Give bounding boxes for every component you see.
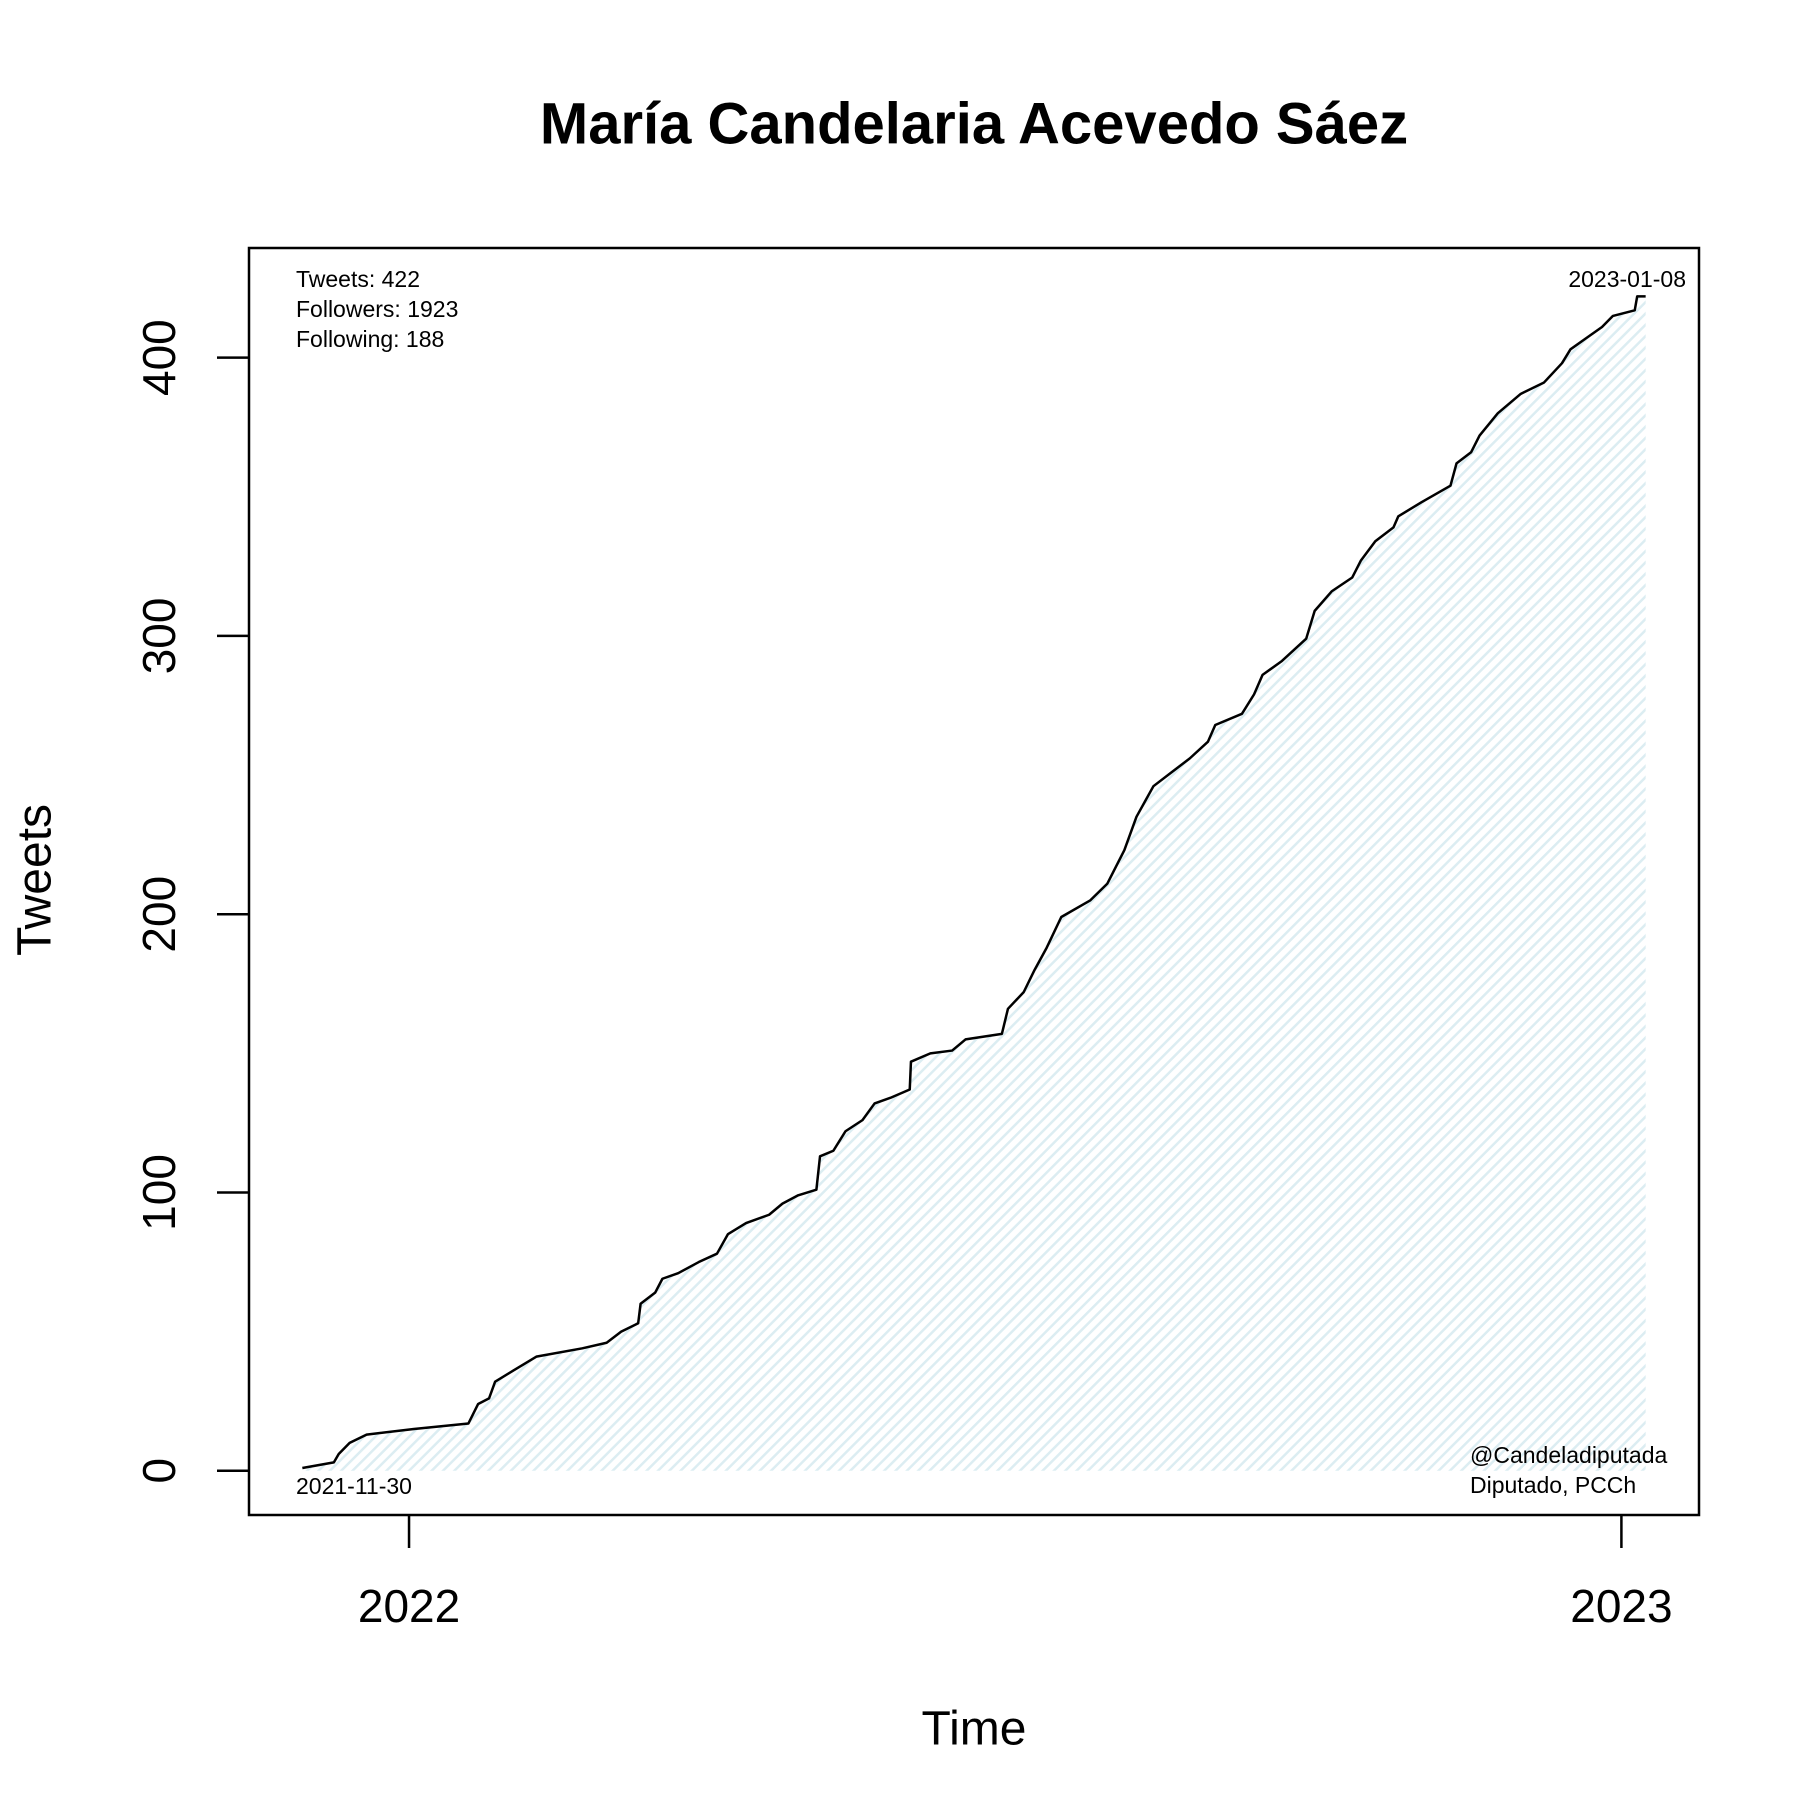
stat-label: Tweets: 422: [296, 266, 420, 292]
area: [302, 296, 1646, 1471]
stat-label: Followers: 1923: [296, 296, 458, 322]
stat-label: Following: 188: [296, 326, 444, 352]
x-tick-label: 2023: [1570, 1580, 1672, 1632]
x-tick-label: 2022: [358, 1580, 460, 1632]
x-axis-title: Time: [922, 1703, 1027, 1756]
y-tick-label: 400: [133, 319, 185, 396]
y-tick-label: 200: [133, 876, 185, 953]
y-tick-label: 100: [133, 1154, 185, 1231]
affiliation-label: Diputado, PCCh: [1470, 1472, 1636, 1498]
y-tick-label: 0: [133, 1458, 185, 1484]
end-date-label: 2023-01-08: [1568, 266, 1686, 292]
y-axis-title: Tweets: [9, 804, 62, 956]
handle-label: @Candeladiputada: [1470, 1442, 1667, 1468]
y-tick-label: 300: [133, 598, 185, 675]
plot-frame: [247, 246, 1701, 1517]
line: [302, 295, 1646, 1470]
chart-title: María Candelaria Acevedo Sáez: [540, 91, 1408, 156]
start-date-label: 2021-11-30: [296, 1473, 412, 1499]
